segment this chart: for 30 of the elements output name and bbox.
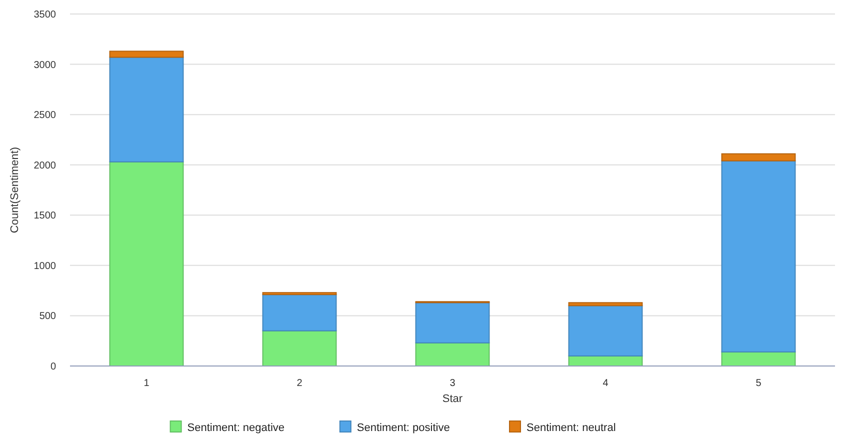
bar	[262, 292, 337, 296]
y-tick-label: 3500	[34, 10, 56, 20]
x-tick-label: 4	[602, 378, 609, 389]
x-tick-label: 5	[756, 378, 762, 389]
y-tick-label: 3000	[34, 60, 56, 71]
bar	[262, 330, 337, 366]
bar	[415, 302, 490, 344]
bar	[109, 161, 184, 366]
y-tick-label: 500	[39, 311, 56, 322]
y-tick-label: 0	[50, 362, 56, 372]
legend-label: Sentiment: neutral	[526, 422, 616, 434]
y-tick-label: 1000	[34, 260, 56, 272]
bar	[109, 56, 184, 162]
y-tick-label: 2000	[34, 160, 56, 172]
bar	[721, 160, 796, 352]
legend-label: Sentiment: negative	[187, 422, 285, 434]
legend-label: Sentiment: positive	[356, 422, 450, 434]
y-axis-title: Count(Sentiment)	[9, 146, 21, 234]
x-tick-label: 3	[450, 378, 456, 389]
x-tick-label: 2	[296, 378, 303, 389]
x-tick-label: 1	[144, 378, 150, 389]
bar	[415, 342, 490, 366]
bar	[568, 305, 643, 356]
y-tick-label: 2500	[34, 110, 56, 122]
bar	[568, 302, 643, 306]
bar	[109, 50, 184, 58]
bar	[721, 153, 796, 162]
bar	[262, 294, 337, 332]
y-tick-label: 1500	[34, 210, 56, 222]
x-axis-title: Star	[442, 393, 463, 405]
